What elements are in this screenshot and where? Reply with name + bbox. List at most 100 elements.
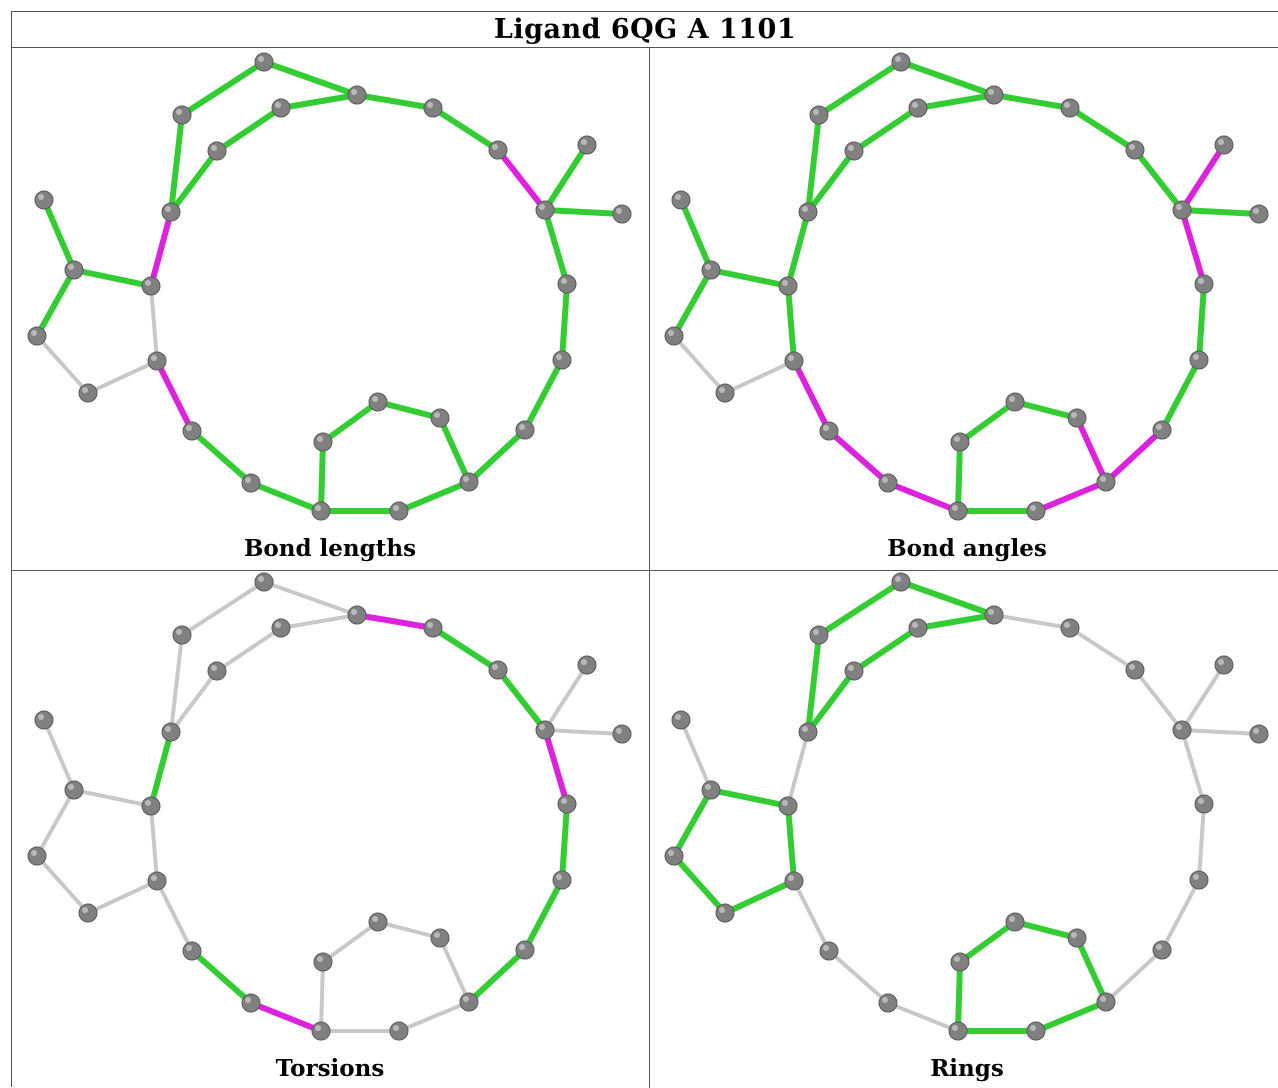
- atom: [423, 618, 443, 638]
- atom-highlight: [823, 945, 829, 951]
- atom-highlight: [145, 800, 151, 806]
- bond-neutral: [679, 718, 713, 792]
- bond-good: [354, 92, 436, 111]
- atom: [715, 903, 735, 923]
- atom-highlight: [393, 505, 399, 511]
- atom-highlight: [1198, 278, 1204, 284]
- atom-highlight: [561, 278, 567, 284]
- atom: [908, 98, 928, 118]
- bond-good: [1179, 207, 1262, 217]
- atom-highlight: [434, 932, 440, 938]
- bond-good: [678, 197, 714, 273]
- atom-highlight: [848, 145, 854, 151]
- bond-good: [991, 92, 1073, 111]
- atom: [488, 660, 508, 680]
- atom-highlight: [351, 89, 357, 95]
- atom-highlight: [275, 102, 281, 108]
- figure-frame: Ligand 6QG A 1101: [11, 11, 1278, 1088]
- atom-highlight: [616, 728, 622, 734]
- bond-good: [671, 853, 728, 916]
- bond-neutral: [438, 936, 471, 1004]
- atom: [1026, 501, 1046, 521]
- bond-neutral: [786, 730, 810, 808]
- bond-good: [1196, 281, 1207, 363]
- atom-highlight: [1253, 728, 1259, 734]
- atom-highlight: [668, 330, 674, 336]
- atom: [311, 501, 331, 521]
- bond-neutral: [827, 949, 890, 1005]
- bond-good: [542, 142, 590, 213]
- atom-highlight: [954, 436, 960, 442]
- atom-highlight: [813, 629, 819, 635]
- atom: [950, 952, 970, 972]
- bond-neutral: [376, 920, 442, 940]
- atom: [798, 722, 818, 742]
- atom-highlight: [211, 145, 217, 151]
- bond-good: [805, 112, 822, 215]
- bond-good: [466, 947, 528, 1005]
- atom: [254, 572, 274, 592]
- atom-highlight: [317, 956, 323, 962]
- atom: [908, 618, 928, 638]
- atom: [535, 200, 555, 220]
- molecule-torsions: [27, 572, 632, 1041]
- atom: [161, 202, 181, 222]
- bond-neutral: [543, 728, 624, 736]
- bond-good: [542, 207, 570, 287]
- atom: [141, 276, 161, 296]
- bond-good: [805, 668, 857, 735]
- atom-highlight: [912, 622, 918, 628]
- bond-neutral: [149, 804, 159, 883]
- bond-good: [671, 787, 714, 859]
- bond-good: [41, 197, 77, 273]
- caption-bond-lengths: Bond lengths: [243, 535, 417, 562]
- atom-highlight: [1030, 505, 1036, 511]
- molecule-bond-angles: [664, 52, 1269, 521]
- atom: [671, 190, 691, 210]
- atom-highlight: [186, 425, 192, 431]
- atom-highlight: [895, 576, 901, 582]
- atom: [819, 941, 839, 961]
- bond-good: [851, 625, 921, 674]
- bond-good: [189, 948, 254, 1006]
- atom-highlight: [1064, 622, 1070, 628]
- atom-highlight: [186, 945, 192, 951]
- atom: [778, 796, 798, 816]
- bond-neutral: [42, 718, 76, 792]
- atom-highlight: [245, 997, 251, 1003]
- atom-highlight: [988, 609, 994, 615]
- atom: [1152, 420, 1172, 440]
- atom-highlight: [802, 726, 808, 732]
- bond-good: [261, 59, 360, 98]
- atom-highlight: [1193, 874, 1199, 880]
- atom: [459, 472, 479, 492]
- atom: [1026, 1021, 1046, 1041]
- atom: [1194, 794, 1214, 814]
- atom-highlight: [954, 956, 960, 962]
- bond-neutral: [149, 284, 159, 363]
- caption-bond-angles: Bond angles: [887, 535, 1047, 562]
- atom: [515, 420, 535, 440]
- bond-neutral: [169, 633, 184, 734]
- atom-highlight: [1253, 208, 1259, 214]
- atom: [430, 928, 450, 948]
- bond-good: [495, 667, 548, 733]
- atom: [459, 992, 479, 1012]
- bond-good: [898, 59, 997, 98]
- atom-highlight: [616, 208, 622, 214]
- molecule-bond-lengths: [27, 52, 632, 521]
- atom-highlight: [1176, 204, 1182, 210]
- atom-highlight: [848, 665, 854, 671]
- bond-neutral: [155, 879, 194, 953]
- bond-good: [851, 105, 921, 154]
- atom-highlight: [245, 477, 251, 483]
- atom-highlight: [882, 997, 888, 1003]
- bond-good: [214, 105, 284, 154]
- bond-neutral: [992, 613, 1072, 630]
- atom: [664, 326, 684, 346]
- atom-highlight: [719, 907, 725, 913]
- atom-highlight: [176, 629, 182, 635]
- atom: [819, 421, 839, 441]
- atom: [715, 383, 735, 403]
- atom: [1172, 200, 1192, 220]
